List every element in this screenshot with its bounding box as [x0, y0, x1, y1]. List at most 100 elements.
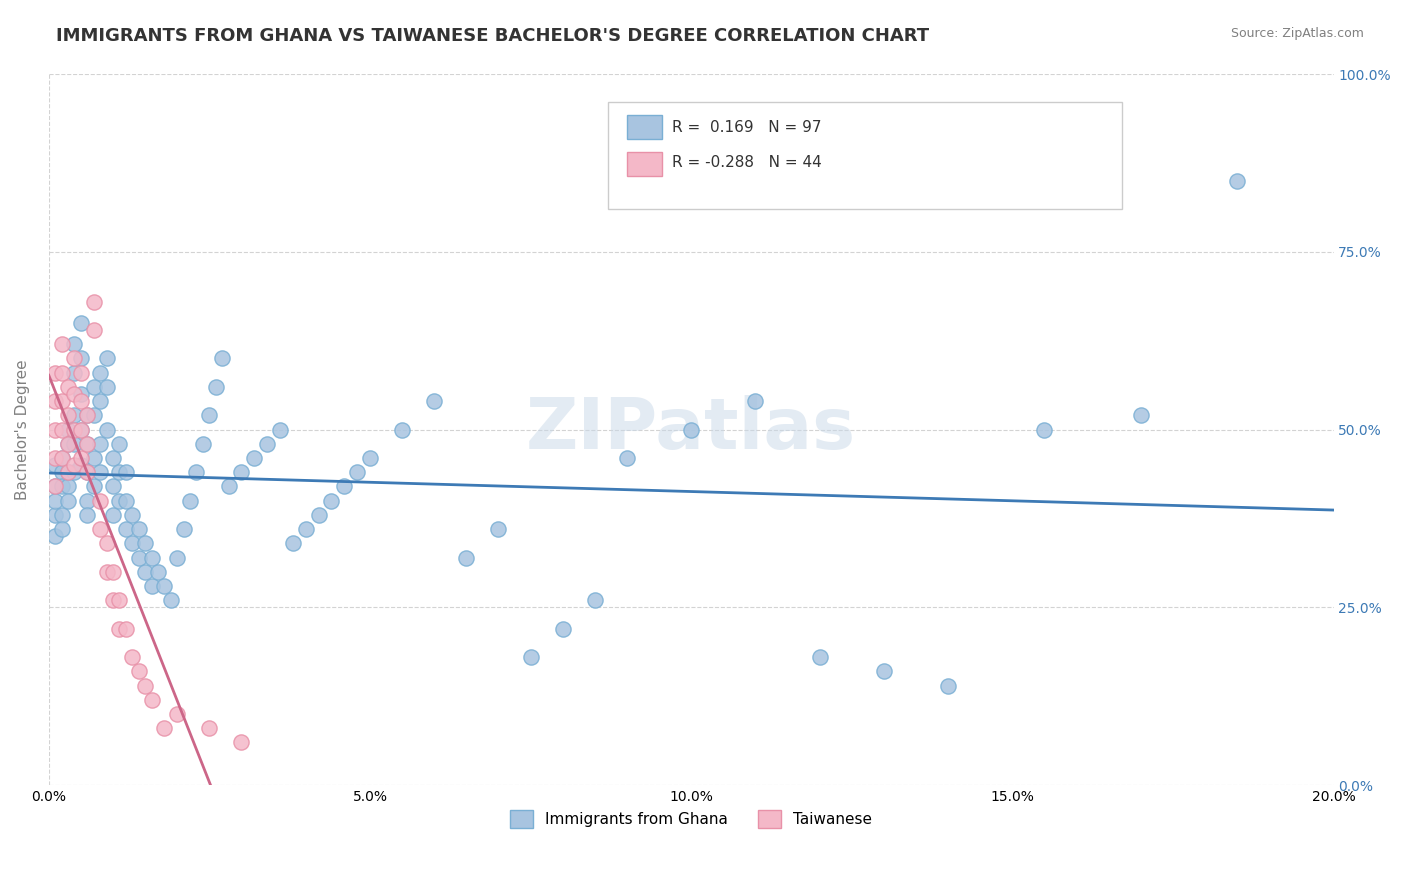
Point — [551, 622, 574, 636]
Point — [146, 565, 169, 579]
Point — [44, 479, 66, 493]
Point — [191, 437, 214, 451]
Point — [108, 493, 131, 508]
Y-axis label: Bachelor's Degree: Bachelor's Degree — [15, 359, 30, 500]
Point — [51, 366, 73, 380]
Point — [204, 380, 226, 394]
Point — [44, 479, 66, 493]
Point — [211, 351, 233, 366]
Point — [1226, 174, 1249, 188]
Point — [218, 479, 240, 493]
Point — [121, 536, 143, 550]
Point — [134, 536, 156, 550]
Point — [256, 437, 278, 451]
Point — [89, 493, 111, 508]
Point — [114, 622, 136, 636]
Point — [44, 394, 66, 409]
Point — [346, 465, 368, 479]
Point — [83, 409, 105, 423]
Point — [76, 465, 98, 479]
Point — [76, 437, 98, 451]
Point — [44, 529, 66, 543]
Point — [179, 493, 201, 508]
Point — [70, 351, 93, 366]
Point — [44, 366, 66, 380]
Point — [153, 721, 176, 735]
Point — [101, 593, 124, 607]
Point — [808, 650, 831, 665]
Point — [56, 380, 79, 394]
Point — [96, 423, 118, 437]
Point — [56, 465, 79, 479]
Point — [51, 337, 73, 351]
Point — [231, 465, 253, 479]
FancyBboxPatch shape — [607, 103, 1122, 209]
Point — [56, 437, 79, 451]
FancyBboxPatch shape — [627, 152, 662, 176]
Legend: Immigrants from Ghana, Taiwanese: Immigrants from Ghana, Taiwanese — [503, 804, 879, 834]
Point — [1129, 409, 1152, 423]
Point — [101, 450, 124, 465]
Text: R =  0.169   N = 97: R = 0.169 N = 97 — [672, 120, 821, 135]
Point — [63, 337, 86, 351]
Text: R = -0.288   N = 44: R = -0.288 N = 44 — [672, 155, 821, 170]
Point — [96, 536, 118, 550]
Point — [44, 493, 66, 508]
Point — [70, 394, 93, 409]
Point — [63, 437, 86, 451]
Point — [873, 665, 896, 679]
Point — [44, 508, 66, 522]
Point — [198, 721, 221, 735]
Point — [63, 465, 86, 479]
Point — [56, 437, 79, 451]
Point — [70, 458, 93, 472]
Point — [89, 522, 111, 536]
Point — [63, 351, 86, 366]
Point — [231, 735, 253, 749]
Point — [108, 465, 131, 479]
Point — [128, 665, 150, 679]
Point — [89, 465, 111, 479]
Point — [51, 394, 73, 409]
Point — [89, 366, 111, 380]
Point — [70, 423, 93, 437]
Point — [63, 366, 86, 380]
Point — [114, 465, 136, 479]
Point — [486, 522, 509, 536]
Point — [269, 423, 291, 437]
Point — [101, 508, 124, 522]
Point — [128, 522, 150, 536]
Point — [51, 522, 73, 536]
Point — [134, 565, 156, 579]
Point — [1033, 423, 1056, 437]
Point — [51, 465, 73, 479]
Point — [108, 622, 131, 636]
Point — [198, 409, 221, 423]
Point — [616, 450, 638, 465]
Point — [44, 450, 66, 465]
Point — [359, 450, 381, 465]
Point — [83, 294, 105, 309]
Point — [681, 423, 703, 437]
Point — [51, 479, 73, 493]
Point — [51, 450, 73, 465]
Point — [89, 437, 111, 451]
FancyBboxPatch shape — [627, 115, 662, 139]
Point — [89, 394, 111, 409]
Point — [141, 550, 163, 565]
Point — [70, 450, 93, 465]
Point — [63, 409, 86, 423]
Point — [51, 423, 73, 437]
Point — [121, 650, 143, 665]
Point — [76, 493, 98, 508]
Point — [76, 409, 98, 423]
Point — [70, 366, 93, 380]
Point — [159, 593, 181, 607]
Point — [391, 423, 413, 437]
Text: IMMIGRANTS FROM GHANA VS TAIWANESE BACHELOR'S DEGREE CORRELATION CHART: IMMIGRANTS FROM GHANA VS TAIWANESE BACHE… — [56, 27, 929, 45]
Point — [153, 579, 176, 593]
Point — [51, 450, 73, 465]
Point — [519, 650, 541, 665]
Point — [141, 692, 163, 706]
Point — [456, 550, 478, 565]
